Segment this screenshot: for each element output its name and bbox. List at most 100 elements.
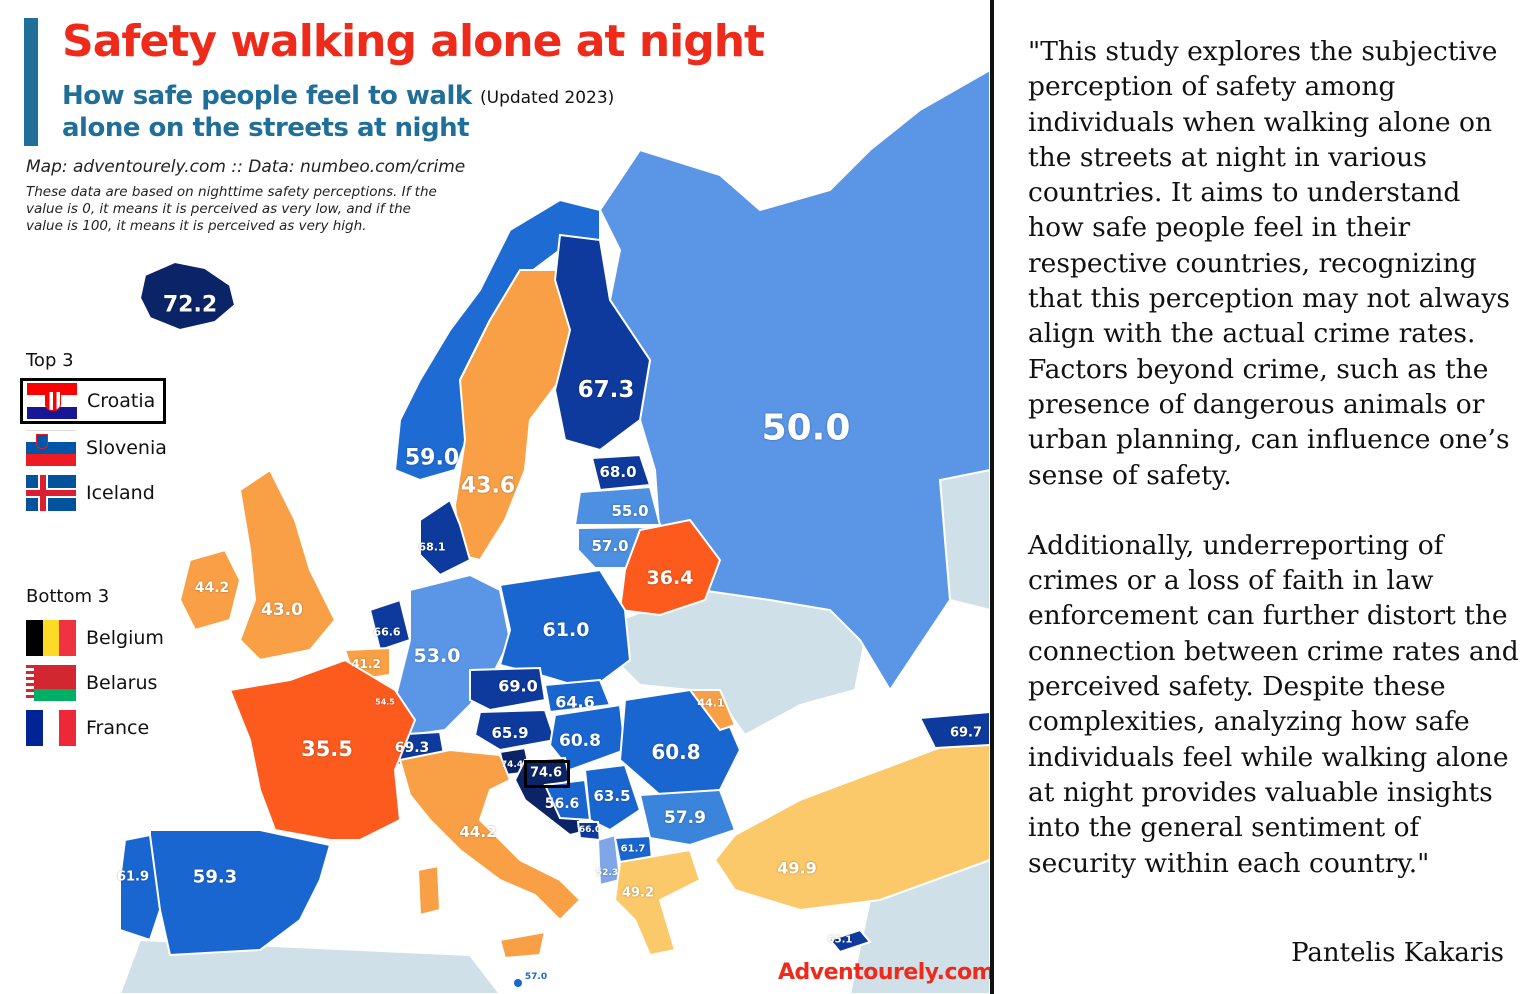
region-belarus <box>618 518 722 617</box>
iceland-flag-icon <box>26 475 76 511</box>
region-slovakia <box>543 678 612 714</box>
region-uk <box>238 468 337 662</box>
legend-item-iceland: Iceland <box>26 473 155 513</box>
legend-item-slovenia: Slovenia <box>26 428 167 468</box>
value-portugal: 61.9 <box>116 869 150 885</box>
region-czechia <box>469 666 547 712</box>
legend-item-belgium: Belgium <box>26 618 164 658</box>
region-turkey <box>713 738 990 912</box>
legend-name-france: France <box>86 717 150 739</box>
value-finland: 67.3 <box>577 377 635 403</box>
value-czechia: 69.0 <box>498 676 538 696</box>
value-latvia: 55.0 <box>611 502 649 520</box>
value-germany: 53.0 <box>413 645 461 667</box>
value-russia: 50.0 <box>761 407 851 449</box>
region-hungary <box>548 703 627 772</box>
quote-paragraph-1: "This study explores the subjective perc… <box>1028 36 1510 491</box>
value-luxembourg: 54.5 <box>375 697 395 707</box>
value-montenegro: 66.0 <box>578 825 602 835</box>
value-cyprus: 65.1 <box>827 934 853 946</box>
quote-panel: "This study explores the subjective perc… <box>1028 34 1520 881</box>
region-serbia <box>583 763 642 832</box>
france-flag-icon <box>26 710 76 746</box>
legend-bottom-title: Bottom 3 <box>26 586 110 607</box>
value-turkey: 49.9 <box>777 858 817 878</box>
value-france: 35.5 <box>301 737 353 761</box>
region-italy <box>398 748 582 922</box>
updated-note: (Updated 2023) <box>480 88 615 108</box>
region-portugal <box>119 833 162 942</box>
value-lithuania: 57.0 <box>591 537 629 555</box>
legend-name-belgium: Belgium <box>86 627 164 649</box>
region-cyprus <box>828 928 872 954</box>
map-source: Map: adventourely.com :: Data: numbeo.co… <box>26 157 466 177</box>
value-poland: 61.0 <box>542 619 590 641</box>
legend-item-france: France <box>26 708 149 748</box>
value-spain: 59.3 <box>192 866 238 888</box>
region-georgia <box>918 710 990 750</box>
croatia-highlight-box <box>524 760 570 788</box>
value-austria: 65.9 <box>491 724 529 742</box>
belarus-flag-icon <box>26 665 76 701</box>
legend-name-slovenia: Slovenia <box>86 437 167 459</box>
value-slovenia: 74.4 <box>500 760 524 770</box>
legend-item-croatia: Croatia <box>20 378 167 424</box>
value-albania: 52.3 <box>595 868 619 878</box>
map-title: Safety walking alone at night <box>62 16 765 67</box>
region-bulgaria <box>638 788 737 847</box>
region-spain <box>149 829 332 957</box>
legend-item-belarus: Belarus <box>26 663 157 703</box>
panel-divider <box>990 0 994 994</box>
region-greece <box>613 848 702 957</box>
value-bulgaria: 57.9 <box>664 808 706 828</box>
value-sweden: 43.6 <box>460 473 516 499</box>
slovenia-flag-icon <box>26 430 76 466</box>
value-slovakia: 64.6 <box>555 692 595 712</box>
map-subtitle: How safe people feel to walk alone on th… <box>62 81 472 143</box>
region-sardinia <box>416 864 442 917</box>
value-belarus: 36.4 <box>646 567 694 589</box>
value-north-macedonia: 61.7 <box>620 843 646 855</box>
region-finland <box>553 233 652 452</box>
europe-map <box>118 68 990 994</box>
value-hungary: 60.8 <box>559 731 601 751</box>
croatia-flag-icon <box>27 383 77 419</box>
region-france <box>228 658 417 841</box>
legend-top-title: Top 3 <box>26 350 74 371</box>
region-malta <box>514 979 522 987</box>
value-italy: 44.2 <box>459 823 497 841</box>
map-description: These data are based on nighttime safety… <box>26 184 437 234</box>
region-austria <box>473 708 557 752</box>
region-sicily <box>498 930 547 960</box>
region-estonia <box>590 453 652 492</box>
legend-name-iceland: Iceland <box>86 482 155 504</box>
region-iceland <box>138 260 237 332</box>
map-panel: Safety walking alone at night How safe p… <box>20 16 990 994</box>
value-serbia: 63.5 <box>593 787 631 805</box>
belgium-flag-icon <box>26 620 76 656</box>
value-malta: 57.0 <box>524 972 548 982</box>
value-greece: 49.2 <box>621 885 655 901</box>
value-georgia: 69.7 <box>949 725 983 741</box>
quote-paragraph-2: Additionally, underreporting of crimes o… <box>1028 529 1519 879</box>
region-moldova <box>688 689 737 732</box>
legend-name-belarus: Belarus <box>86 672 158 694</box>
region-ireland <box>178 548 242 632</box>
brand-logo: Adventourely.com <box>778 960 990 985</box>
value-norway: 59.0 <box>404 445 460 471</box>
value-denmark: 68.1 <box>418 540 446 554</box>
value-estonia: 68.0 <box>599 463 637 481</box>
value-ireland: 44.2 <box>194 580 230 596</box>
value-switzerland: 69.3 <box>394 740 430 756</box>
title-accent-bar <box>24 18 38 146</box>
value-moldova: 44.1 <box>697 696 725 710</box>
value-bosnia: 56.6 <box>544 796 580 812</box>
value-romania: 60.8 <box>651 740 701 764</box>
region-germany <box>393 573 512 737</box>
value-uk: 43.0 <box>261 600 303 620</box>
quote-author: Pantelis Kakaris <box>1291 938 1504 968</box>
value-netherlands: 66.6 <box>373 625 401 639</box>
legend-name-croatia: Croatia <box>87 390 156 412</box>
value-iceland: 72.2 <box>162 292 218 318</box>
value-croatia: 74.6 <box>529 765 563 781</box>
